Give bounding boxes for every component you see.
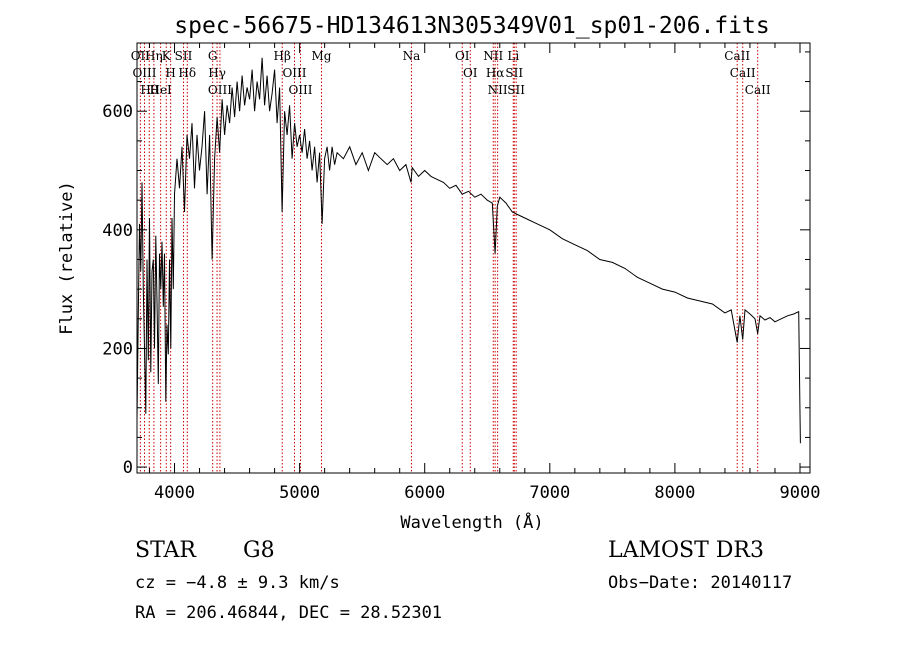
- line-marker-label: Hθ: [140, 83, 158, 97]
- line-marker-label: OI: [455, 49, 470, 63]
- line-marker-label: SII: [175, 49, 193, 63]
- line-marker-label: SII: [505, 66, 523, 80]
- line-marker-label: Mg: [312, 49, 332, 63]
- y-axis-label: Flux (relative): [57, 181, 77, 335]
- coordinates: RA = 206.46844, DEC = 28.52301: [135, 603, 443, 623]
- line-marker-label: SII: [507, 83, 525, 97]
- line-marker-label: OIII: [132, 66, 156, 80]
- x-tick-label: 8000: [654, 483, 695, 503]
- y-tick-label: 0: [123, 458, 133, 478]
- x-tick-label: 4000: [154, 483, 195, 503]
- x-axis: 4000 5000 6000 7000 8000 9000: [149, 43, 821, 503]
- spectral-subclass: G8: [243, 538, 275, 563]
- line-marker-label: Hδ: [178, 66, 196, 80]
- line-marker-label: NII: [483, 49, 503, 63]
- line-marker-label: OIII: [282, 66, 306, 80]
- line-marker-label: Na: [403, 49, 421, 63]
- y-tick-label: 400: [102, 221, 133, 241]
- line-markers: [139, 43, 759, 473]
- line-marker-label: CaII: [745, 83, 771, 97]
- y-tick-label: 200: [102, 339, 133, 359]
- plot-frame: [136, 42, 811, 474]
- line-marker-labels: OIIOIIIHθHηHeIKHSIIHδGHγOIIIHβOIIIOIIIMg…: [131, 49, 771, 97]
- line-marker-label: G: [208, 49, 218, 63]
- line-marker-label: Hβ: [274, 49, 291, 63]
- line-marker-label: H: [165, 66, 175, 80]
- survey-name: LAMOST DR3: [608, 538, 764, 563]
- x-axis-label: Wavelength (Å): [400, 511, 543, 533]
- x-tick-label: 5000: [279, 483, 320, 503]
- line-marker-label: CaII: [724, 49, 750, 63]
- line-marker-label: Hγ: [208, 66, 226, 80]
- line-marker-label: HeI: [149, 83, 172, 97]
- line-marker-label: Hα: [486, 66, 505, 80]
- line-marker-label: OIII: [208, 83, 232, 97]
- line-marker-label: OII: [131, 49, 151, 63]
- x-tick-label: 9000: [780, 483, 821, 503]
- line-marker-label: Li: [507, 49, 519, 63]
- x-tick-label: 7000: [529, 483, 570, 503]
- line-marker-label: K: [162, 49, 172, 63]
- y-tick-label: 600: [102, 102, 133, 122]
- line-marker-label: CaII: [730, 66, 756, 80]
- chart-title: spec-56675-HD134613N305349V01_sp01-206.f…: [174, 13, 769, 39]
- obs-date: Obs−Date: 20140117: [608, 573, 793, 593]
- line-marker-label: Hη: [145, 49, 163, 63]
- line-marker-label: OIII: [288, 83, 312, 97]
- line-marker-label: OI: [463, 66, 478, 80]
- line-marker-label: NII: [488, 83, 508, 97]
- object-class: STAR: [135, 538, 196, 563]
- redshift-readout: cz = −4.8 ± 9.3 km/s: [135, 573, 340, 593]
- x-tick-label: 6000: [404, 483, 445, 503]
- spectrum-line: [136, 57, 801, 444]
- y-axis: 0 200 400 600: [102, 51, 810, 478]
